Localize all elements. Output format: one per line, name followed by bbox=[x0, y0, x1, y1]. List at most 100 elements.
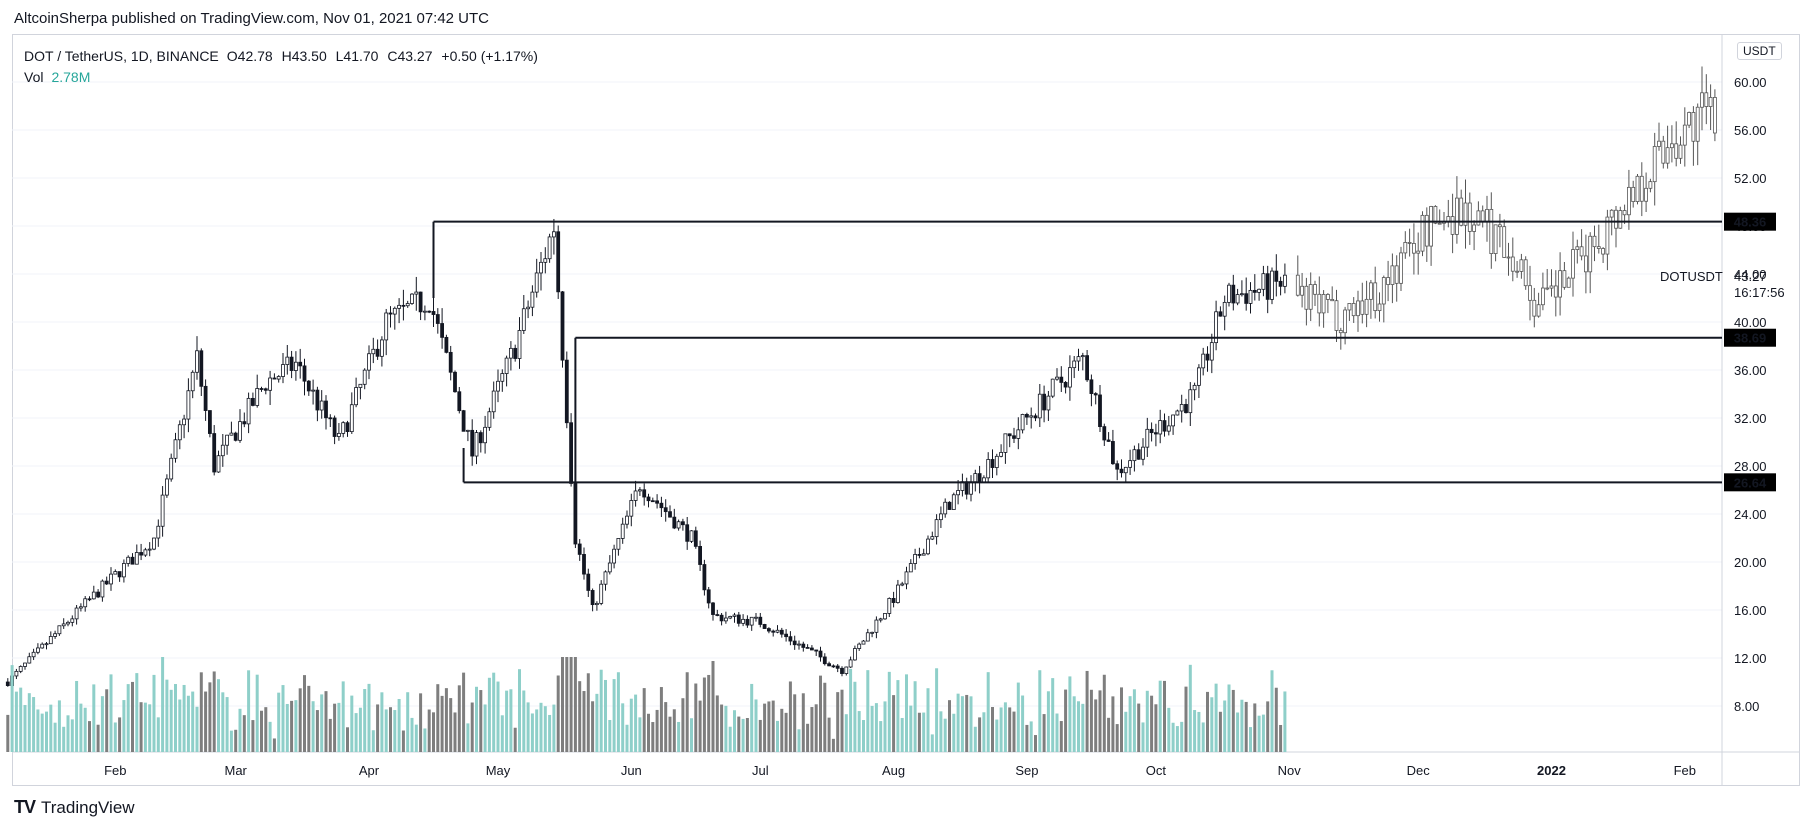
candle-body bbox=[1566, 277, 1571, 288]
level-price-label: 48.36 bbox=[1734, 215, 1767, 230]
volume-bar bbox=[543, 706, 547, 752]
volume-bar bbox=[1107, 717, 1111, 752]
level-price-label: 38.69 bbox=[1734, 331, 1767, 346]
candle-body bbox=[504, 357, 509, 374]
volume-bar bbox=[1038, 670, 1042, 752]
candle-body bbox=[625, 515, 629, 525]
candle-body bbox=[1588, 235, 1593, 273]
candle-body bbox=[1197, 367, 1201, 386]
volume-bar bbox=[221, 692, 225, 752]
level-price-badge bbox=[1724, 212, 1776, 231]
candle-body bbox=[453, 371, 457, 393]
candle-body bbox=[311, 389, 316, 392]
candle-body bbox=[474, 432, 479, 457]
candle-body bbox=[659, 502, 664, 509]
volume-bar bbox=[836, 692, 840, 752]
volume-bar bbox=[634, 694, 638, 752]
candle-body bbox=[951, 494, 956, 510]
candle-body bbox=[1584, 255, 1588, 273]
candle-body bbox=[569, 422, 573, 484]
volume-bar bbox=[982, 712, 986, 752]
volume-bar bbox=[1003, 702, 1007, 752]
candle-body bbox=[1476, 210, 1481, 226]
volume-bar bbox=[229, 730, 233, 752]
candle-body bbox=[646, 496, 651, 502]
volume-bar bbox=[376, 704, 380, 752]
candle-body bbox=[1093, 393, 1098, 396]
candle-body bbox=[156, 525, 161, 539]
candle-body bbox=[1313, 284, 1317, 295]
candle-body bbox=[1321, 294, 1326, 314]
candle-body bbox=[1558, 270, 1562, 298]
candle-body bbox=[1162, 420, 1167, 432]
volume-bar bbox=[333, 703, 337, 752]
publish-line: AltcoinSherpa published on TradingView.c… bbox=[14, 10, 490, 27]
candle-body bbox=[53, 633, 57, 637]
candle-body bbox=[1218, 311, 1223, 317]
candle-body bbox=[1003, 433, 1008, 453]
candle-body bbox=[250, 397, 255, 406]
volume-bar bbox=[75, 680, 79, 752]
footer-brand[interactable]: TV TradingView bbox=[14, 797, 135, 818]
candle-body bbox=[582, 554, 586, 575]
candle-body bbox=[259, 388, 264, 390]
candle-body bbox=[74, 607, 79, 620]
candle-body bbox=[1201, 353, 1206, 369]
candle-body bbox=[1635, 175, 1640, 202]
candle-body bbox=[1317, 293, 1322, 314]
volume-bar bbox=[1253, 703, 1257, 752]
candle-body bbox=[620, 523, 625, 539]
volume-bar bbox=[401, 730, 405, 752]
candle-body bbox=[44, 643, 49, 646]
volume-bar bbox=[539, 702, 543, 752]
price-tick-label: 44.00 bbox=[1734, 267, 1767, 282]
volume-bar bbox=[444, 688, 448, 752]
candle-body bbox=[939, 513, 943, 521]
price-unit-badge[interactable]: USDT bbox=[1737, 42, 1782, 60]
volume-bar bbox=[118, 717, 122, 752]
volume-bar bbox=[277, 692, 281, 752]
candle-body bbox=[1369, 282, 1373, 300]
volume-bar bbox=[659, 687, 663, 752]
volume-bar bbox=[694, 683, 698, 752]
volume-bar bbox=[595, 693, 599, 752]
candle-body bbox=[693, 530, 698, 547]
price-tick-label: 32.00 bbox=[1734, 411, 1767, 426]
candle-body bbox=[1274, 270, 1279, 282]
candle-body bbox=[603, 571, 608, 585]
volume-bar bbox=[346, 727, 349, 752]
volume-bar bbox=[1016, 682, 1020, 752]
volume-bar bbox=[745, 718, 749, 752]
volume-bar bbox=[483, 704, 487, 752]
candle-body bbox=[414, 291, 419, 295]
volume-bar bbox=[629, 698, 633, 752]
time-tick-label: Sep bbox=[1015, 763, 1038, 778]
candle-body bbox=[676, 521, 681, 529]
candle-body bbox=[728, 616, 733, 619]
candle-body bbox=[483, 426, 488, 444]
volume-label[interactable]: Vol bbox=[24, 69, 44, 85]
volume-bar bbox=[470, 702, 474, 752]
symbol-label[interactable]: DOT / TetherUS, 1D, BINANCE bbox=[24, 48, 219, 64]
volume-bar bbox=[831, 738, 835, 752]
candle-body bbox=[530, 291, 535, 308]
volume-bar bbox=[801, 693, 805, 752]
volume-bar bbox=[148, 704, 152, 752]
volume-bar bbox=[535, 709, 539, 752]
price-tick-label: 8.00 bbox=[1734, 699, 1759, 714]
candle-body bbox=[444, 336, 449, 353]
volume-bar bbox=[582, 691, 586, 752]
volume-bar bbox=[586, 673, 590, 752]
volume-bar bbox=[1120, 687, 1123, 752]
candle-body bbox=[1433, 206, 1438, 224]
candle-body bbox=[599, 583, 604, 604]
volume-bar bbox=[874, 703, 878, 752]
candle-body bbox=[186, 390, 191, 420]
volume-bar bbox=[19, 687, 23, 752]
volume-bar bbox=[522, 690, 526, 752]
volume-bar bbox=[664, 702, 668, 752]
candle-body bbox=[1037, 393, 1042, 419]
volume-bar bbox=[758, 719, 762, 752]
candle-body bbox=[48, 636, 53, 645]
